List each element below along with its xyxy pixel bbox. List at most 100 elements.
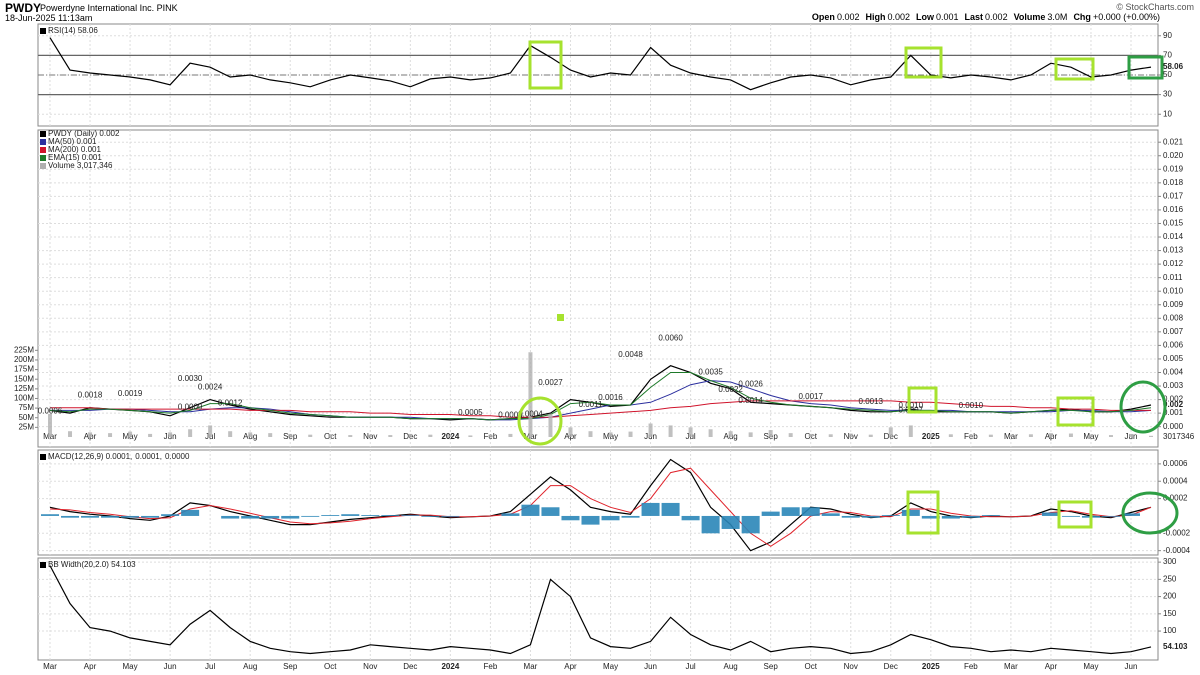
y-tick-label: 0.001 <box>1163 408 1184 417</box>
x-tick-label: Apr <box>1045 662 1058 671</box>
quote-label: High <box>865 12 886 22</box>
price-annotation: 0.0048 <box>618 350 643 359</box>
volume-bar <box>428 434 433 437</box>
legend-swatch <box>40 454 46 460</box>
histogram-bar <box>701 515 720 534</box>
y2-tick-label: 100M <box>14 394 34 403</box>
price-annotation: 0.0022 <box>718 385 743 394</box>
histogram-bar <box>1101 515 1120 517</box>
x-tick-label: Mar <box>524 662 538 671</box>
y2-tick-label: 225M <box>14 345 34 354</box>
x-tick-label: May <box>123 662 138 671</box>
quote-value: 3.0M <box>1047 12 1068 22</box>
date: 18-Jun-2025 11:13am <box>5 13 93 23</box>
y-tick-label: 0.020 <box>1163 151 1184 160</box>
histogram-bar <box>261 515 280 519</box>
volume-bar <box>988 434 993 437</box>
x-tick-label: Oct <box>324 662 337 671</box>
price-annotation: 0.0017 <box>798 392 823 401</box>
y2-tick-label: 200M <box>14 355 34 364</box>
highlight-circle <box>1119 380 1167 434</box>
highlight-box <box>1127 55 1164 80</box>
histogram-bar <box>401 515 420 516</box>
histogram-bar <box>1121 513 1141 516</box>
x-tick-label: Jun <box>644 662 657 671</box>
y-tick-label: 50 <box>1163 70 1172 79</box>
quote-item: High 0.002 <box>865 12 910 22</box>
y-tick-label: 10 <box>1163 109 1172 118</box>
y-tick-label: 150 <box>1163 609 1177 618</box>
legend-swatch <box>40 139 46 145</box>
quote-label: Open <box>811 12 835 22</box>
price-annotation: 0.0010 <box>959 401 984 410</box>
highlight-box <box>1054 57 1095 81</box>
x-tick-label: Aug <box>243 662 257 671</box>
histogram-bar <box>161 514 180 516</box>
y-tick-label: 0.000 <box>1163 422 1184 431</box>
x-tick-label: May <box>603 662 618 671</box>
quote-value: 0.002 <box>887 12 910 22</box>
histogram-bar <box>621 515 640 518</box>
histogram-bar <box>661 502 680 516</box>
price-annotation: 0.0018 <box>78 390 103 399</box>
price-annotation: 0.0005 <box>458 408 483 417</box>
quote-item: Open 0.002 <box>812 12 860 22</box>
x-tick-label: 2024 <box>441 662 459 671</box>
y-tick-label: 0.018 <box>1163 178 1184 187</box>
y-tick-label: 0.004 <box>1163 368 1184 377</box>
quote-item: Low 0.001 <box>916 12 959 22</box>
y-tick-label: 0.002 <box>1163 395 1184 404</box>
volume-bar <box>1048 433 1053 437</box>
volume-bar <box>228 431 233 437</box>
y-tick-label: 0.005 <box>1163 354 1184 363</box>
y-tick-label: 90 <box>1163 31 1172 40</box>
y-tick-label: 0.008 <box>1163 313 1184 322</box>
x-tick-label: Mar <box>1004 662 1018 671</box>
panel-title: RSI(14) 58.06 <box>48 26 98 35</box>
histogram-bar <box>761 511 780 516</box>
histogram-bar <box>541 507 560 516</box>
histogram-bar <box>441 515 460 517</box>
price-annotation: 0.0011 <box>579 400 603 409</box>
histogram-bar <box>721 515 740 529</box>
y-tick-label: 0.012 <box>1163 259 1184 268</box>
y-tick-label: 0.009 <box>1163 300 1184 309</box>
histogram-bar <box>561 515 580 521</box>
volume-bar <box>348 435 353 437</box>
panel-title: MACD(12,26,9) <box>48 452 104 461</box>
volume-bar <box>308 434 313 437</box>
highlight-circle <box>1121 491 1179 535</box>
highlight-box <box>528 40 563 90</box>
y-tick-label: -0.0004 <box>1163 546 1191 555</box>
x-tick-label: Oct <box>804 662 817 671</box>
y-tick-label: 100 <box>1163 626 1177 635</box>
y2-tick-label: 75M <box>18 403 34 412</box>
volume-bar <box>468 435 473 437</box>
histogram-bar <box>961 515 980 518</box>
histogram-bar <box>861 515 880 518</box>
histogram-bar <box>881 515 900 516</box>
histogram-bar <box>741 515 760 534</box>
histogram-bar <box>301 515 320 517</box>
y-tick-label: 200 <box>1163 592 1177 601</box>
volume-bar <box>608 432 613 437</box>
series-line <box>49 37 1152 91</box>
volume-bar <box>568 427 573 437</box>
volume-bar <box>208 425 213 437</box>
y-tick-label: 0.0004 <box>1163 476 1188 485</box>
series-line <box>49 372 1152 421</box>
volume-bar <box>708 429 713 437</box>
quote-value: +0.000 (+0.00%) <box>1092 12 1160 22</box>
x-tick-label: Jun <box>164 662 177 671</box>
volume-bar <box>1129 433 1133 437</box>
histogram-bar <box>601 515 620 521</box>
highlight-box <box>907 386 938 414</box>
legend-label: EMA(15) 0.001 <box>48 153 102 162</box>
histogram-bar <box>981 515 1000 516</box>
histogram-bar <box>141 515 160 518</box>
y-tick-label: 0.011 <box>1163 273 1183 282</box>
volume-bar <box>68 431 73 437</box>
price-annotation: 0.0010 <box>899 401 924 410</box>
histogram-bar <box>921 515 940 519</box>
quote-value: 0.002 <box>985 12 1008 22</box>
